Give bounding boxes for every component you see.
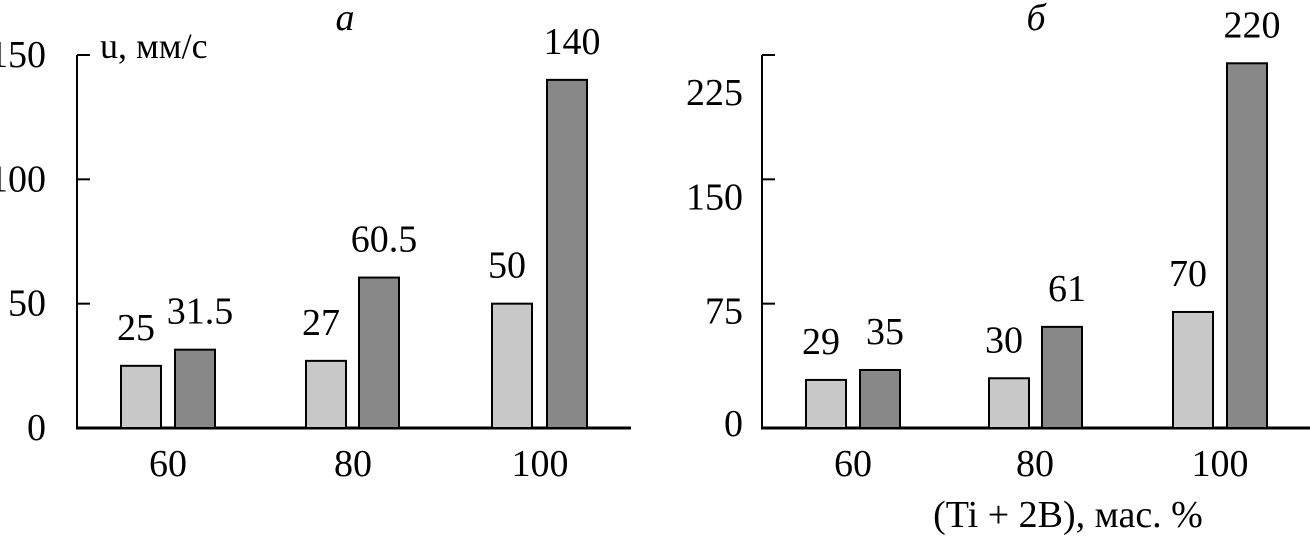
panel-a-x-tick-label: 80: [334, 443, 372, 485]
panel-b-y-tick-label: 225: [686, 72, 743, 114]
panel-b-bar: [859, 368, 901, 430]
panel-a-ylabel: u, мм/с: [100, 26, 208, 66]
panel-a-y-tick-label: 100: [0, 158, 46, 200]
panel-a-y-tick-label: 50: [8, 283, 46, 325]
panel-a-y-tick-label: 0: [27, 407, 46, 449]
panel-b-x-tick-label: 100: [1192, 443, 1249, 485]
panel-b-y-tick-label: 0: [724, 403, 743, 445]
panel-b-data-label: 220: [1224, 4, 1281, 46]
panel-a-bar: [491, 302, 533, 429]
panel-a-x-tick-label: 100: [512, 443, 569, 485]
panel-b-x-tick-label: 80: [1016, 443, 1054, 485]
panel-b-label: б: [1026, 0, 1047, 39]
panel-b-bar: [1041, 325, 1083, 429]
panel-a-y-tick-label: 150: [0, 34, 46, 76]
panel-a-bar: [174, 348, 216, 430]
panel-b-xlabel: (Ti + 2B), мас. %: [933, 494, 1203, 536]
panel-a-data-label: 31.5: [167, 291, 234, 333]
panel-b-bar: [1172, 310, 1214, 430]
panel-a-label: а: [336, 0, 355, 39]
panel-b-bar: [1226, 62, 1268, 430]
panel-a-data-label: 27: [302, 302, 340, 344]
panel-a-data-label: 140: [544, 21, 601, 63]
panel-a-bar: [546, 78, 588, 429]
panel-a-bar: [358, 276, 400, 429]
panel-a-data-label: 60.5: [351, 219, 418, 261]
panel-b-data-label: 61: [1048, 268, 1086, 310]
panel-a-x-tick-label: 60: [149, 443, 187, 485]
panel-b-data-label: 70: [1169, 253, 1207, 295]
panel-a-data-label: 50: [488, 245, 526, 287]
panel-b-bar: [988, 377, 1030, 429]
panel-b-x-tick-label: 60: [834, 443, 872, 485]
panel-a-data-label: 25: [117, 307, 155, 349]
panel-b-data-label: 29: [802, 321, 840, 363]
panel-b-data-label: 35: [866, 311, 904, 353]
panel-b-data-label: 30: [985, 319, 1023, 361]
panel-b-y-tick-label: 75: [705, 291, 743, 333]
panel-a-bar: [120, 364, 162, 430]
panel-b-bar: [805, 378, 847, 429]
panel-a-ylabel-text: u, мм/с: [100, 26, 208, 66]
panel-b-y-tick-label: 150: [686, 176, 743, 218]
panel-a-bar: [305, 359, 347, 429]
